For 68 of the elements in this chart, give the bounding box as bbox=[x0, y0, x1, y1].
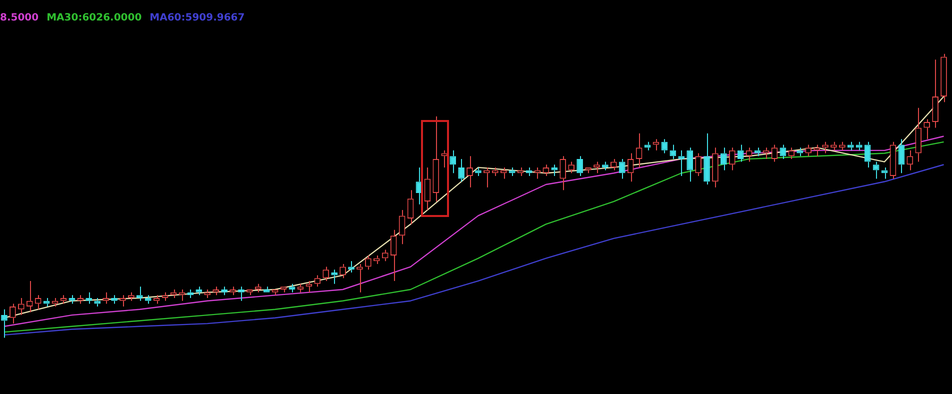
candlestick bbox=[331, 269, 338, 284]
candlestick bbox=[814, 144, 820, 157]
candlestick bbox=[196, 286, 202, 296]
candlestick bbox=[407, 190, 414, 225]
text: 8.5000 bbox=[0, 12, 39, 24]
candlestick bbox=[780, 144, 786, 160]
candlestick bbox=[576, 156, 583, 176]
candlestick bbox=[102, 292, 109, 304]
candlestick bbox=[86, 292, 92, 304]
candlestick bbox=[230, 286, 236, 296]
candlestick bbox=[221, 286, 228, 296]
candlestick bbox=[670, 144, 676, 160]
candlestick bbox=[890, 141, 896, 180]
candlestick bbox=[695, 152, 702, 176]
candlestick bbox=[771, 144, 778, 162]
candlestick bbox=[704, 132, 710, 185]
candlestick bbox=[136, 286, 143, 302]
candlestick bbox=[144, 294, 152, 304]
candlestick bbox=[728, 147, 736, 171]
candlestick bbox=[120, 294, 126, 308]
candlestick bbox=[678, 150, 685, 176]
candlestick bbox=[212, 286, 220, 296]
candlestick bbox=[940, 53, 947, 103]
candlestick bbox=[111, 294, 118, 304]
candlestick bbox=[627, 152, 634, 182]
candlestick bbox=[68, 294, 76, 304]
candlestick bbox=[796, 147, 804, 157]
candlestick bbox=[754, 147, 761, 157]
candlestick bbox=[898, 138, 905, 174]
candlestick bbox=[280, 286, 287, 293]
candlestick bbox=[263, 286, 270, 292]
candlestick bbox=[162, 292, 168, 302]
candlestick bbox=[661, 138, 668, 154]
candlestick bbox=[238, 286, 244, 302]
candlestick bbox=[712, 147, 718, 188]
candlestick bbox=[551, 164, 558, 176]
text: MA30:6026.0000 bbox=[46, 12, 142, 24]
candlestick bbox=[915, 107, 922, 162]
candlestick bbox=[585, 167, 592, 174]
candlestick bbox=[10, 303, 16, 324]
candlestick bbox=[398, 210, 406, 245]
candlestick bbox=[416, 166, 422, 205]
candlestick bbox=[652, 138, 660, 151]
candlestick bbox=[602, 161, 608, 171]
candlestick bbox=[594, 161, 600, 174]
candlestick bbox=[686, 147, 694, 182]
candlestick bbox=[432, 116, 440, 202]
candlestick bbox=[297, 283, 304, 293]
candlestick bbox=[720, 147, 727, 171]
candlestick bbox=[762, 147, 770, 160]
candlestick bbox=[254, 283, 262, 293]
candlestick bbox=[560, 156, 566, 191]
candlestick bbox=[246, 290, 253, 296]
text: MA60:5909.9667 bbox=[150, 12, 245, 24]
candlestick bbox=[288, 283, 296, 293]
candlestick bbox=[424, 166, 431, 211]
candlestick bbox=[618, 158, 626, 180]
candlestick bbox=[864, 141, 871, 168]
candlestick bbox=[60, 294, 67, 304]
candlestick bbox=[272, 290, 278, 296]
candlestick bbox=[872, 161, 880, 180]
candlestick bbox=[636, 132, 642, 168]
candlestick bbox=[390, 229, 397, 282]
candlestick bbox=[458, 158, 464, 182]
candlestick bbox=[932, 59, 938, 128]
candlestick bbox=[128, 292, 134, 302]
candlestick bbox=[77, 294, 84, 304]
candlestick bbox=[153, 294, 160, 304]
